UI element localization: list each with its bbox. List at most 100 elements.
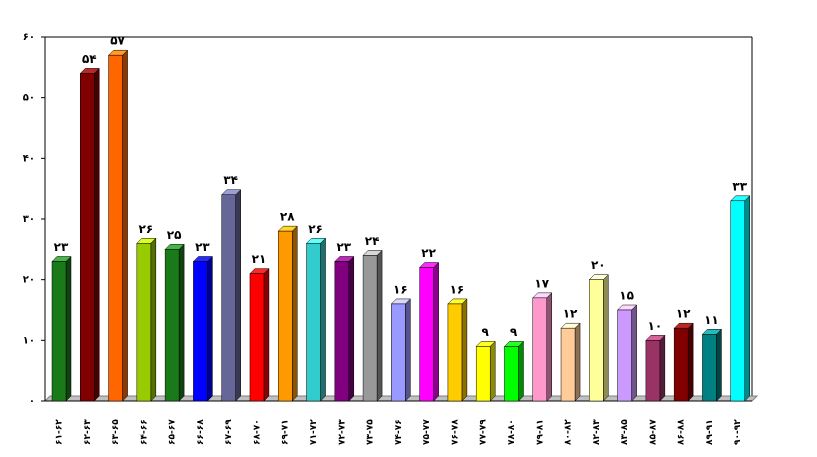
x-tick-label: ۸۲-۸۳ bbox=[592, 419, 602, 445]
data-label: ۵۴ bbox=[82, 52, 97, 66]
bar bbox=[504, 346, 519, 402]
data-label: ۲۸ bbox=[280, 210, 295, 224]
bar bbox=[673, 327, 689, 402]
bar-side bbox=[405, 298, 411, 402]
x-tick-label: ۶۳-۶۵ bbox=[111, 419, 121, 445]
x-tick-label: ۷۵-۷۷ bbox=[422, 419, 432, 445]
data-label: ۱۱ bbox=[704, 313, 719, 327]
bar-side bbox=[744, 195, 750, 402]
data-label: ۵۷ bbox=[110, 34, 125, 48]
y-tick-label: ۲۰ bbox=[23, 275, 35, 286]
bar bbox=[221, 194, 236, 402]
data-label: ۲۳ bbox=[336, 240, 351, 254]
data-label: ۲۱ bbox=[252, 252, 267, 266]
bar bbox=[475, 346, 491, 402]
data-label: ۲۶ bbox=[308, 222, 323, 236]
bar bbox=[249, 273, 265, 402]
bar-side bbox=[291, 225, 298, 402]
x-tick-label: ۸۹-۹۱ bbox=[705, 419, 715, 445]
data-label: ۱۶ bbox=[393, 282, 408, 296]
x-tick-label: ۶۱-۶۲ bbox=[55, 419, 65, 445]
data-label: ۲۰ bbox=[591, 258, 606, 272]
bar-side bbox=[603, 274, 609, 402]
x-tick-label: ۶۵-۶۷ bbox=[168, 419, 178, 445]
y-tick-label: ۶۰ bbox=[23, 32, 35, 43]
bar bbox=[306, 243, 321, 402]
y-tick-label: ۵۰ bbox=[23, 93, 35, 104]
bar-side bbox=[348, 255, 355, 402]
x-tick-label: ۶۷-۶۹ bbox=[224, 419, 234, 445]
bar bbox=[108, 54, 123, 402]
x-tick-label: ۷۱-۷۲ bbox=[309, 419, 319, 445]
bar-side bbox=[433, 261, 439, 402]
data-label: ۱۲ bbox=[563, 307, 578, 321]
x-tick-label: ۹۰-۹۲ bbox=[733, 419, 743, 445]
data-label: ۱۶ bbox=[450, 282, 465, 296]
bar bbox=[617, 309, 632, 402]
bar-side bbox=[263, 267, 270, 402]
x-tick-label: ۶۶-۶۸ bbox=[196, 419, 206, 445]
bar-side bbox=[207, 255, 213, 402]
bar bbox=[419, 267, 434, 402]
bar-side bbox=[716, 328, 722, 402]
x-tick-label: ۸۳-۸۵ bbox=[620, 419, 630, 445]
bar-side bbox=[150, 237, 157, 402]
bar bbox=[589, 279, 604, 402]
bar bbox=[362, 255, 378, 402]
x-tick-label: ۶۹-۷۱ bbox=[281, 419, 291, 445]
bar-side bbox=[489, 340, 496, 402]
y-tick-label: ۱۰ bbox=[23, 335, 35, 346]
bar-side bbox=[320, 237, 326, 402]
bar bbox=[334, 261, 350, 402]
bar-side bbox=[546, 292, 553, 402]
bar bbox=[730, 200, 745, 402]
x-tick-label: ۷۶-۷۸ bbox=[450, 419, 460, 445]
x-tick-label: ۶۲-۶۳ bbox=[83, 419, 93, 445]
x-tick-label: ۶۴-۶۶ bbox=[139, 419, 149, 445]
bar-side bbox=[687, 322, 694, 402]
data-label: ۱۵ bbox=[619, 289, 634, 303]
bar-side bbox=[376, 249, 383, 402]
bar-side bbox=[94, 67, 100, 402]
data-label: ۳۴ bbox=[223, 173, 238, 187]
bar-side bbox=[574, 322, 581, 402]
bar bbox=[193, 261, 208, 402]
bar bbox=[277, 230, 293, 402]
data-label: ۲۵ bbox=[167, 228, 182, 242]
bar-side bbox=[659, 334, 666, 402]
bar bbox=[51, 261, 67, 402]
bar bbox=[645, 340, 661, 402]
bar bbox=[532, 297, 548, 402]
x-tick-label: ۷۴-۷۶ bbox=[394, 419, 404, 445]
bar bbox=[80, 73, 95, 402]
data-label: ۲۳ bbox=[195, 240, 210, 254]
data-label: ۲۲ bbox=[421, 246, 436, 260]
bar-side bbox=[235, 189, 241, 402]
x-tick-label: ۷۲-۷۳ bbox=[337, 419, 347, 445]
x-tick-label: ۷۷-۷۹ bbox=[479, 419, 489, 445]
x-tick-label: ۷۳-۷۵ bbox=[366, 419, 376, 445]
bar-side bbox=[518, 340, 524, 402]
data-label: ۲۳ bbox=[54, 240, 69, 254]
bar-side bbox=[631, 304, 637, 402]
data-label: ۱۰ bbox=[648, 319, 663, 333]
data-label: ۲۴ bbox=[365, 234, 380, 248]
y-tick-label: ۴۰ bbox=[23, 153, 35, 164]
data-label: ۱۷ bbox=[534, 276, 549, 290]
bar-side bbox=[122, 49, 128, 402]
data-label: ۹ bbox=[510, 325, 518, 339]
y-tick-label: ۳۰ bbox=[23, 214, 35, 225]
bar-side bbox=[65, 255, 72, 402]
data-label: ۹ bbox=[482, 325, 490, 339]
x-tick-label: ۷۹-۸۱ bbox=[535, 419, 545, 445]
x-tick-label: ۷۸-۸۰ bbox=[507, 419, 517, 445]
bar-side bbox=[461, 298, 468, 402]
data-label: ۲۶ bbox=[139, 222, 154, 236]
x-tick-label: ۶۸-۷۰ bbox=[252, 419, 262, 445]
x-tick-label: ۸۶-۸۸ bbox=[677, 419, 687, 445]
bar-side bbox=[178, 243, 185, 402]
y-tick-label: ۰ bbox=[29, 396, 35, 407]
data-label: ۳۳ bbox=[732, 179, 747, 193]
bar bbox=[560, 327, 576, 402]
